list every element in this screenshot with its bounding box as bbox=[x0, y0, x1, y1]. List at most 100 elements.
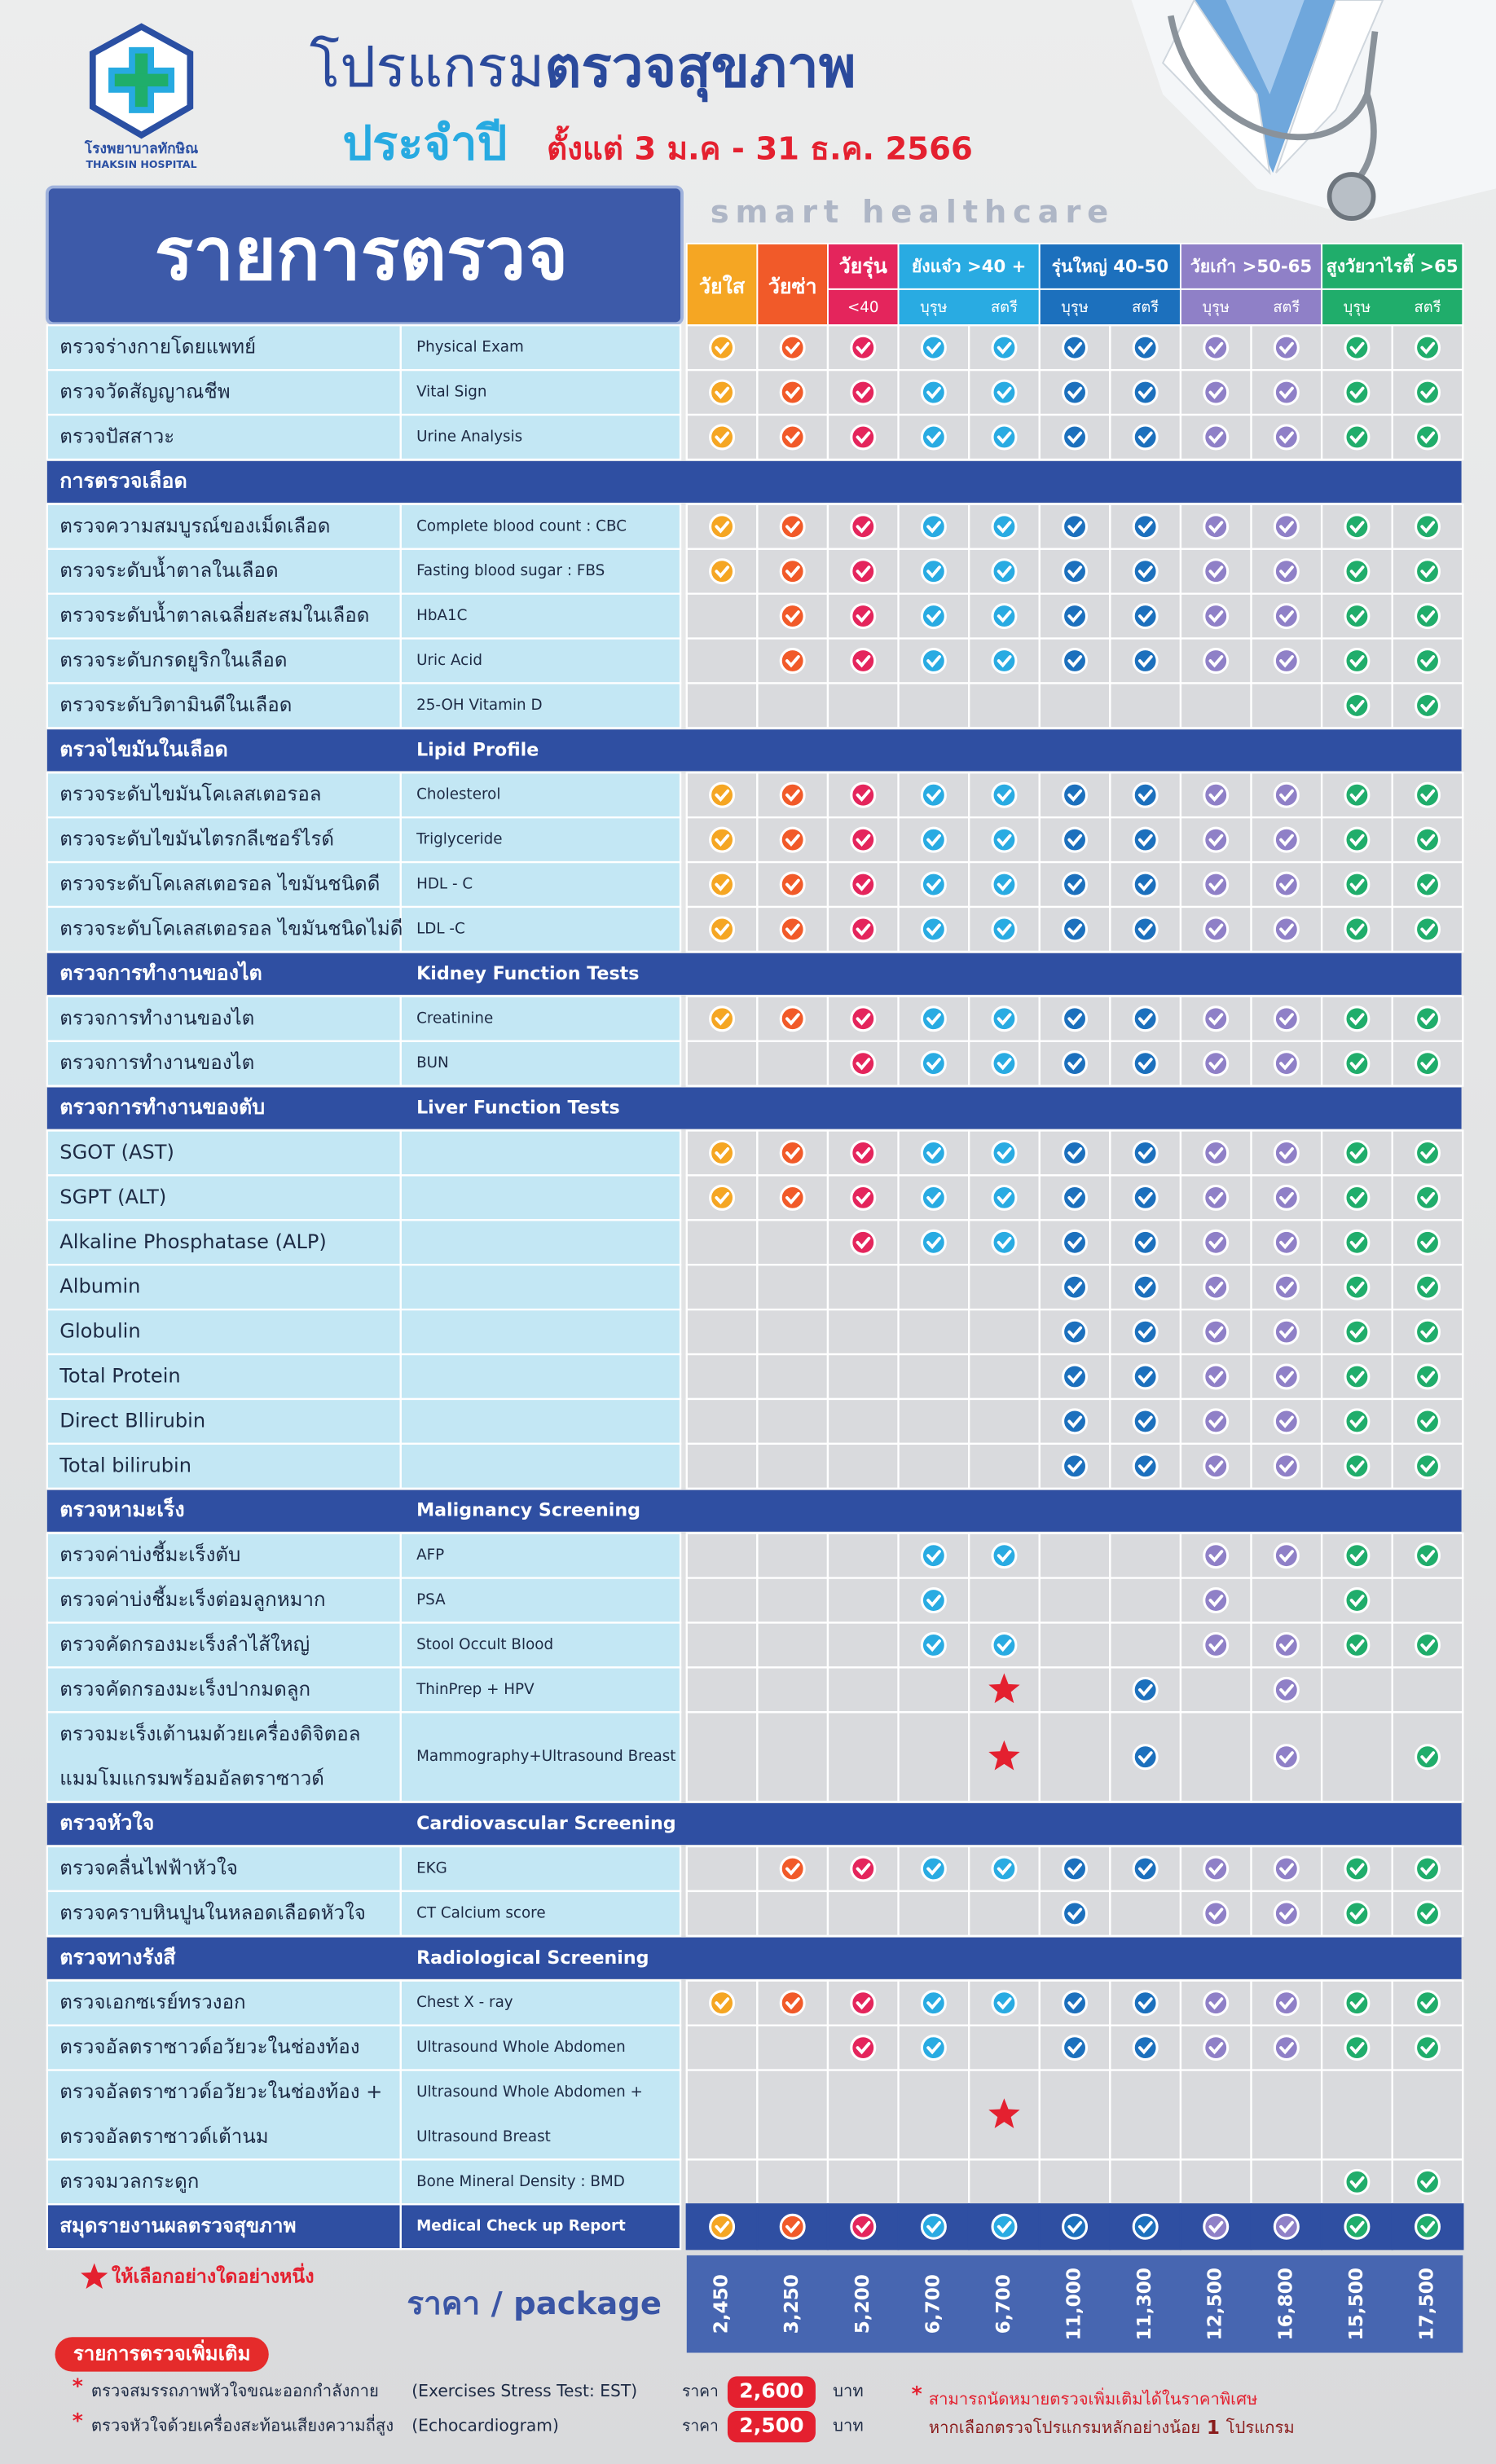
check-icon bbox=[779, 1005, 806, 1032]
check-icon bbox=[850, 603, 877, 630]
check-icon bbox=[1273, 1184, 1300, 1211]
star-icon bbox=[988, 1740, 1020, 1771]
check-tick bbox=[1137, 610, 1153, 623]
mark-cell bbox=[1391, 2069, 1464, 2161]
check-icon bbox=[1273, 916, 1300, 943]
mark-cell bbox=[967, 1308, 1041, 1356]
mark-cell bbox=[1250, 2158, 1323, 2206]
check-tick bbox=[1420, 834, 1436, 847]
check-icon bbox=[1062, 1408, 1089, 1435]
check-icon bbox=[1062, 1184, 1089, 1211]
check-icon bbox=[850, 1990, 877, 2017]
check-tick bbox=[1420, 386, 1436, 399]
column-label: วัยใส bbox=[699, 274, 746, 298]
column-label: วัยเก๋า >50-65 bbox=[1190, 257, 1312, 277]
check-icon bbox=[920, 1631, 947, 1658]
mark-cell bbox=[1250, 1577, 1323, 1624]
check-tick bbox=[1208, 923, 1224, 936]
check-icon bbox=[1132, 826, 1159, 853]
title-part: โปรแกรม bbox=[310, 35, 544, 100]
item-name: ตรวจวัดสัญญาณชีพ bbox=[59, 381, 230, 403]
check-icon bbox=[991, 648, 1018, 675]
check-tick bbox=[856, 1013, 871, 1026]
check-tick bbox=[1349, 1550, 1365, 1563]
mark-cell bbox=[1179, 368, 1252, 416]
check-icon bbox=[709, 1005, 736, 1032]
column-sublabel: บุรุษ bbox=[1061, 299, 1089, 317]
check-icon bbox=[1273, 2035, 1300, 2061]
mark-cell bbox=[1038, 1532, 1111, 1579]
item-en-cell bbox=[399, 1129, 682, 1177]
check-tick bbox=[1279, 1281, 1294, 1295]
check-icon bbox=[1203, 1587, 1230, 1614]
check-tick bbox=[1279, 789, 1294, 803]
check-icon bbox=[1344, 1542, 1371, 1569]
check-icon bbox=[1273, 424, 1300, 451]
check-icon bbox=[1273, 334, 1300, 361]
section-title: การตรวจเลือด bbox=[59, 469, 187, 492]
check-icon bbox=[991, 1631, 1018, 1658]
mark-cell bbox=[756, 1353, 829, 1401]
section-row bbox=[46, 460, 1462, 503]
check-tick bbox=[785, 1191, 800, 1205]
section-title: ตรวจไขมันในเลือด bbox=[59, 737, 228, 761]
check-tick bbox=[1279, 565, 1294, 579]
mark-cell bbox=[756, 682, 829, 729]
check-icon bbox=[920, 513, 947, 540]
check-tick bbox=[1137, 1191, 1153, 1205]
column-sublabel: สตรี bbox=[991, 299, 1018, 316]
check-tick bbox=[1420, 699, 1436, 713]
mark-cell bbox=[1109, 1040, 1182, 1087]
check-tick bbox=[926, 655, 941, 668]
check-tick bbox=[1208, 341, 1224, 354]
column-label: สูงวัยวาไรตี้ >65 bbox=[1327, 253, 1459, 278]
check-icon bbox=[1344, 1363, 1371, 1390]
check-icon bbox=[1203, 558, 1230, 585]
check-tick bbox=[926, 386, 941, 399]
check-tick bbox=[1349, 1058, 1365, 1071]
check-tick bbox=[1420, 565, 1436, 579]
mark-cell bbox=[967, 2158, 1041, 2206]
check-icon bbox=[991, 1050, 1018, 1077]
check-icon bbox=[1344, 1139, 1371, 1166]
mark-cell bbox=[1038, 2203, 1111, 2251]
check-tick bbox=[1137, 1751, 1153, 1764]
check-tick bbox=[1349, 699, 1365, 713]
mark-cell bbox=[1109, 1621, 1182, 1669]
extra-price: 2,500 bbox=[739, 2413, 803, 2437]
check-tick bbox=[1279, 1147, 1294, 1160]
check-tick bbox=[1420, 1058, 1436, 1071]
check-tick bbox=[1420, 1639, 1436, 1652]
heading: รายการตรวจ bbox=[155, 213, 569, 297]
check-tick bbox=[1279, 610, 1294, 623]
check-tick bbox=[1067, 1863, 1083, 1876]
mark-cell bbox=[1179, 1666, 1252, 1714]
check-tick bbox=[926, 610, 941, 623]
check-tick bbox=[926, 1863, 941, 1876]
check-tick bbox=[785, 610, 800, 623]
mark-cell bbox=[1320, 1666, 1393, 1714]
check-tick bbox=[1420, 2176, 1436, 2189]
check-tick bbox=[1137, 2042, 1153, 2055]
check-icon bbox=[850, 424, 877, 451]
mark-cell bbox=[756, 1711, 829, 1803]
check-icon bbox=[1344, 1855, 1371, 1882]
check-icon bbox=[1203, 1050, 1230, 1077]
check-icon bbox=[1344, 1408, 1371, 1435]
check-icon bbox=[1344, 2213, 1371, 2240]
check-tick bbox=[1279, 431, 1294, 444]
item-name: Total bilirubin bbox=[59, 1454, 191, 1476]
check-icon bbox=[920, 916, 947, 943]
check-icon bbox=[1273, 871, 1300, 898]
item-name-en: HbA1C bbox=[416, 607, 467, 624]
check-tick bbox=[1067, 2220, 1083, 2234]
mark-cell bbox=[1179, 2158, 1252, 2206]
check-tick bbox=[1137, 655, 1153, 668]
item-cell bbox=[46, 1353, 402, 1401]
item-cell bbox=[46, 413, 402, 461]
logo: โรงพยาบาลทักษิณ THAKSIN HOSPITAL bbox=[84, 23, 198, 170]
column-sublabel: สตรี bbox=[1273, 299, 1300, 316]
item-name: ตรวจร่างกายโดยแพทย์ bbox=[59, 336, 256, 359]
item-en-cell bbox=[399, 1711, 682, 1803]
mark-cell bbox=[1179, 682, 1252, 729]
